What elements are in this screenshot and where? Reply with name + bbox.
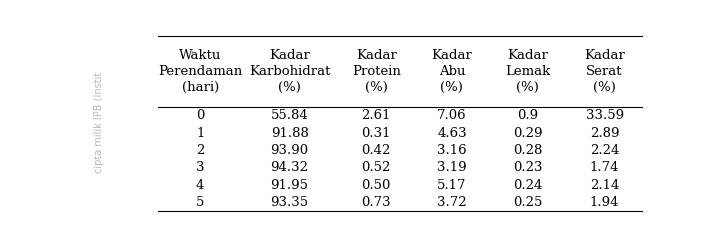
Text: cipta milik IPB (Instit: cipta milik IPB (Instit — [94, 72, 104, 173]
Text: 94.32: 94.32 — [271, 161, 309, 174]
Text: 91.88: 91.88 — [271, 127, 309, 140]
Text: 1.74: 1.74 — [590, 161, 619, 174]
Text: 0.50: 0.50 — [361, 179, 391, 192]
Text: Kadar
Abu
(%): Kadar Abu (%) — [432, 49, 472, 94]
Text: Kadar
Lemak
(%): Kadar Lemak (%) — [505, 49, 550, 94]
Text: 1.94: 1.94 — [590, 196, 619, 209]
Text: 2: 2 — [196, 144, 204, 157]
Text: 0.24: 0.24 — [513, 179, 542, 192]
Text: 4.63: 4.63 — [437, 127, 466, 140]
Text: 3.19: 3.19 — [437, 161, 466, 174]
Text: 2.89: 2.89 — [590, 127, 619, 140]
Text: 33.59: 33.59 — [586, 109, 623, 122]
Text: 0.28: 0.28 — [513, 144, 542, 157]
Text: 0.29: 0.29 — [513, 127, 542, 140]
Text: 0.9: 0.9 — [517, 109, 538, 122]
Text: 3.72: 3.72 — [437, 196, 466, 209]
Text: Kadar
Protein
(%): Kadar Protein (%) — [352, 49, 400, 94]
Text: 93.35: 93.35 — [271, 196, 309, 209]
Text: 7.06: 7.06 — [437, 109, 466, 122]
Text: 3: 3 — [196, 161, 204, 174]
Text: 4: 4 — [196, 179, 204, 192]
Text: 2.24: 2.24 — [590, 144, 619, 157]
Text: Waktu
Perendaman
(hari): Waktu Perendaman (hari) — [158, 49, 242, 94]
Text: 2.14: 2.14 — [590, 179, 619, 192]
Text: 0.23: 0.23 — [513, 161, 542, 174]
Text: 0.52: 0.52 — [361, 161, 391, 174]
Text: 3.16: 3.16 — [437, 144, 466, 157]
Text: Kadar
Serat
(%): Kadar Serat (%) — [584, 49, 625, 94]
Text: 91.95: 91.95 — [271, 179, 309, 192]
Text: 0.73: 0.73 — [361, 196, 391, 209]
Text: 1: 1 — [196, 127, 204, 140]
Text: Kadar
Karbohidrat
(%): Kadar Karbohidrat (%) — [249, 49, 330, 94]
Text: 55.84: 55.84 — [271, 109, 308, 122]
Text: 0: 0 — [196, 109, 204, 122]
Text: 0.25: 0.25 — [513, 196, 542, 209]
Text: 5: 5 — [196, 196, 204, 209]
Text: 2.61: 2.61 — [361, 109, 391, 122]
Text: 0.42: 0.42 — [361, 144, 391, 157]
Text: 5.17: 5.17 — [437, 179, 466, 192]
Text: 0.31: 0.31 — [361, 127, 391, 140]
Text: 93.90: 93.90 — [271, 144, 309, 157]
